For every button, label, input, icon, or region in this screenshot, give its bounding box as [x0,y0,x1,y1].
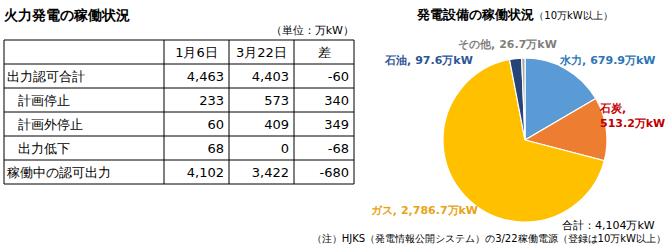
data-label: ガス, 2,786.7万kW [371,204,478,217]
table-row-label: 出力低下 [18,141,70,156]
label-separator: , [407,54,411,67]
pie-chart: 発電設備の稼働状況（10万kW以上） 水力, 679.9万kW 石炭, 513.2万kW… [371,7,666,232]
table-cell: 349 [324,117,349,132]
data-label: 水力, 679.9万kW [559,54,655,67]
page: {"table": {"title": "火力発電の稼働状況", "unit":… [0,0,670,244]
table-cell: 409 [264,117,289,132]
label-category: 水力 [559,54,582,67]
table-cell: -680 [319,165,349,180]
label-separator: , [582,54,586,67]
table-cell: 60 [207,117,224,132]
table-rule [4,64,354,65]
canvas: 火力発電の稼働状況 （単位：万kW） 1月6日 3月22日 差出力認可合計 4,463 4,… [0,0,670,244]
table-row-label: 出力認可合計 [7,69,85,84]
label-separator: , [491,38,495,51]
label-value: 26.7万kW [499,38,557,51]
table-row-label: 稼働中の認可出力 [7,165,111,180]
slices [443,58,607,222]
label-category: 石炭 [599,102,623,115]
table-cell: 0 [281,141,289,156]
table-rule [294,40,295,184]
data-label: 石油, 97.6万kW [384,54,473,67]
pie-slice [522,58,525,140]
chart-title: 発電設備の稼働状況 [416,7,534,22]
table-cell: 233 [199,93,224,108]
label-category: 石油 [384,54,407,67]
label-category: ガス [371,204,393,217]
data-labels: 水力, 679.9万kW 石炭, 513.2万kW ガス, 2,786.7万kW 石油, 97… [371,38,666,217]
pie-slice [509,58,525,140]
table-cell: 573 [264,93,289,108]
label-value: 679.9万kW [590,54,655,67]
label-value: 2,786.7万kW [401,204,478,217]
table-header: 差 [318,45,331,60]
table-rule [4,40,5,184]
table: 火力発電の稼働状況 （単位：万kW） 1月6日 3月22日 差出力認可合計 4,463 4,… [4,7,354,184]
label-separator: , [622,102,626,115]
table-rule [4,136,354,137]
table-rule [4,160,354,161]
chart-title-line: 発電設備の稼働状況（10万kW以上） [416,7,612,22]
table-cell: -68 [328,141,349,156]
table-cell: 4,463 [187,69,224,84]
table-rule [4,112,354,113]
table-cell: -60 [328,69,349,84]
table-row-label: 計画外停止 [18,117,83,132]
data-label: その他, 26.7万kW [458,38,557,51]
label-value: 97.6万kW [415,54,473,67]
table-rule [4,40,354,41]
table-title: 火力発電の稼働状況 [4,7,130,23]
label-category: その他 [458,38,492,51]
table-header: 1月6日 [175,45,218,60]
table-header: 3月22日 [236,45,287,60]
table-cell: 68 [207,141,224,156]
table-cell: 4,403 [252,69,289,84]
table-cell: 340 [324,93,349,108]
label-value: 513.2万kW [600,117,665,130]
chart-subtitle: （10万kW以上） [534,10,612,21]
table-rule [354,40,355,184]
table-unit: （単位：万kW） [271,24,354,37]
table-rule [229,40,230,184]
table-cell: 4,102 [187,165,224,180]
table-rule [4,88,354,89]
table-rule [4,184,354,185]
annotation: 合計：4,104万kW [562,219,655,232]
table-cell: 3,422 [252,165,289,180]
table-row-label: 計画停止 [18,93,70,108]
note: （注）HJKS（発電情報公開システム）の3/22稼働電源（登録は10万kW以上） [312,233,666,244]
table-rule [164,40,165,184]
label-separator: , [393,204,397,217]
data-label: 石炭, 513.2万kW [599,102,665,130]
